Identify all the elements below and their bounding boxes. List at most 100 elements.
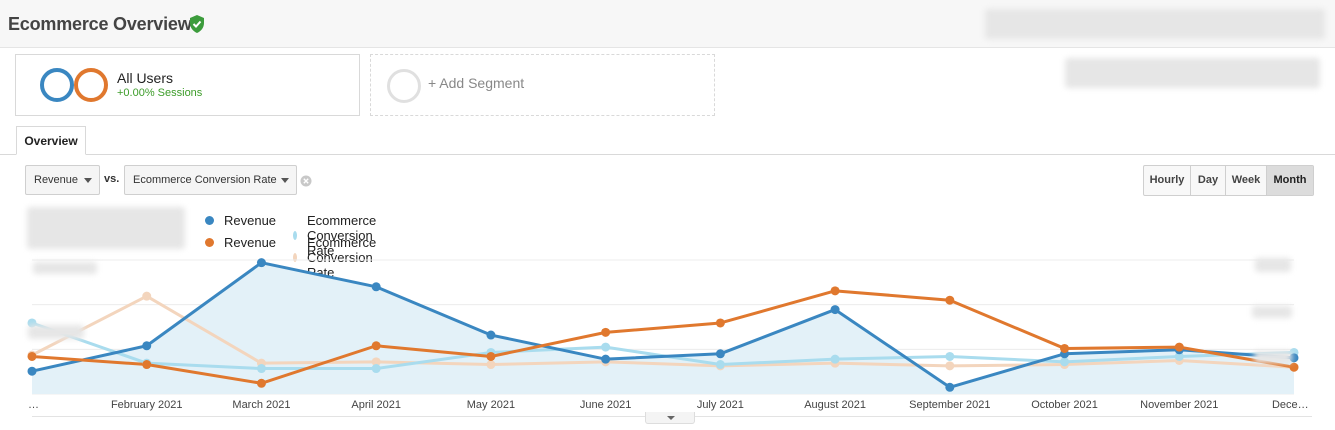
data-point[interactable] <box>256 378 266 388</box>
data-point[interactable] <box>830 358 840 368</box>
data-point[interactable] <box>142 291 152 301</box>
data-point[interactable] <box>256 364 266 374</box>
data-point[interactable] <box>27 366 37 376</box>
x-tick-label: September 2021 <box>909 399 991 411</box>
page-title: Ecommerce Overview <box>8 14 192 34</box>
data-point[interactable] <box>486 347 496 357</box>
data-point[interactable] <box>601 342 611 352</box>
x-tick-label: May 2021 <box>466 399 516 411</box>
data-point[interactable] <box>486 351 496 361</box>
data-point[interactable] <box>830 305 840 315</box>
add-segment-label: + Add Segment <box>428 75 525 91</box>
legend-label: Ecommerce Conversion Rate <box>306 213 377 258</box>
data-point[interactable] <box>1060 357 1070 367</box>
y-axis-right-top-redacted <box>1255 258 1291 272</box>
period-hourly-button[interactable]: Hourly <box>1144 166 1191 195</box>
x-tick-label: Dece… <box>1271 399 1309 411</box>
data-point[interactable] <box>945 295 955 305</box>
data-point[interactable] <box>601 354 611 364</box>
data-point[interactable] <box>601 357 611 367</box>
period-day-button[interactable]: Day <box>1191 166 1226 195</box>
clear-comparison-icon[interactable] <box>300 175 312 187</box>
vs-label: vs. <box>104 173 120 185</box>
x-tick-label: July 2021 <box>696 399 744 411</box>
report-header: Ecommerce Overview <box>0 0 1335 48</box>
x-tick-label: November 2021 <box>1140 399 1219 411</box>
empty-segment-ring-icon <box>387 69 421 103</box>
data-point[interactable] <box>371 364 381 374</box>
y-axis-right-low-redacted <box>1254 351 1292 363</box>
y-axis-right-mid-redacted <box>1252 306 1292 318</box>
data-point[interactable] <box>371 357 381 367</box>
series-line <box>31 289 1295 385</box>
legend-label: Ecommerce Conversion Rate <box>306 235 377 280</box>
data-point[interactable] <box>1174 356 1184 365</box>
tab-overview[interactable]: Overview <box>16 126 86 155</box>
data-point[interactable] <box>371 282 381 292</box>
data-point[interactable] <box>945 351 955 361</box>
x-tick-label: March 2021 <box>232 399 291 411</box>
data-point[interactable] <box>1289 362 1299 372</box>
legend-item-revenue-compare: Revenue <box>205 235 276 250</box>
segment-ring-orange-icon <box>74 68 108 102</box>
segment-all-users[interactable]: All Users +0.00% Sessions <box>15 54 360 116</box>
tab-divider <box>0 154 1335 155</box>
data-point[interactable] <box>1060 360 1070 370</box>
data-point[interactable] <box>142 341 152 351</box>
legend-label: Revenue <box>224 235 277 250</box>
data-point[interactable] <box>945 361 955 371</box>
add-segment-button[interactable]: + Add Segment <box>370 54 715 116</box>
series-line <box>31 321 1295 371</box>
period-week-button[interactable]: Week <box>1226 166 1267 195</box>
data-point[interactable] <box>1289 362 1299 372</box>
data-point[interactable] <box>27 351 37 361</box>
period-month-button[interactable]: Month <box>1267 166 1313 195</box>
data-point[interactable] <box>256 258 266 268</box>
chart-collapse-handle[interactable] <box>645 412 695 424</box>
data-point[interactable] <box>1060 349 1070 359</box>
y-axis-left-mid-redacted <box>28 325 84 339</box>
legend-swatch <box>293 253 297 262</box>
verified-shield-icon <box>190 15 204 33</box>
legend-swatch <box>293 231 297 240</box>
data-point[interactable] <box>27 350 37 360</box>
data-point[interactable] <box>715 360 725 370</box>
data-point[interactable] <box>486 330 496 340</box>
chevron-down-icon <box>667 416 675 420</box>
data-point[interactable] <box>601 327 611 337</box>
y-axis-left-top-redacted <box>33 262 97 274</box>
data-point[interactable] <box>486 360 496 370</box>
data-point[interactable] <box>1174 351 1184 361</box>
secondary-metric-value: Ecommerce Conversion Rate <box>133 174 277 186</box>
chevron-down-icon <box>84 178 92 183</box>
legend-item-conversion-primary: Ecommerce Conversion Rate <box>293 213 381 258</box>
data-point[interactable] <box>142 358 152 368</box>
legend-item-revenue-primary: Revenue <box>205 213 276 228</box>
data-point[interactable] <box>830 354 840 364</box>
legend-swatch <box>205 216 214 225</box>
data-point[interactable] <box>256 358 266 368</box>
segment-ring-blue-icon <box>40 68 74 102</box>
data-point[interactable] <box>715 349 725 359</box>
data-point[interactable] <box>1174 342 1184 352</box>
data-point[interactable] <box>1174 345 1184 355</box>
x-tick-label: June 2021 <box>579 399 632 411</box>
data-point[interactable] <box>715 361 725 371</box>
x-tick-label: April 2021 <box>351 399 401 411</box>
x-tick-label: … <box>28 399 39 411</box>
data-point[interactable] <box>1060 343 1070 353</box>
period-toggle-group: Hourly Day Week Month <box>1143 165 1314 196</box>
secondary-metric-select[interactable]: Ecommerce Conversion Rate <box>124 165 297 195</box>
segment-name: All Users <box>117 70 174 86</box>
primary-metric-select[interactable]: Revenue <box>25 165 100 195</box>
legend-swatch <box>205 238 214 247</box>
chevron-down-icon <box>281 178 289 183</box>
data-point[interactable] <box>715 318 725 328</box>
x-tick-label: October 2021 <box>1031 399 1098 411</box>
data-point[interactable] <box>142 360 152 370</box>
segment-sessions-change: +0.00% Sessions <box>117 87 203 99</box>
data-point[interactable] <box>830 286 840 296</box>
data-point[interactable] <box>945 382 955 392</box>
data-point[interactable] <box>371 341 381 351</box>
primary-metric-value: Revenue <box>34 174 79 186</box>
